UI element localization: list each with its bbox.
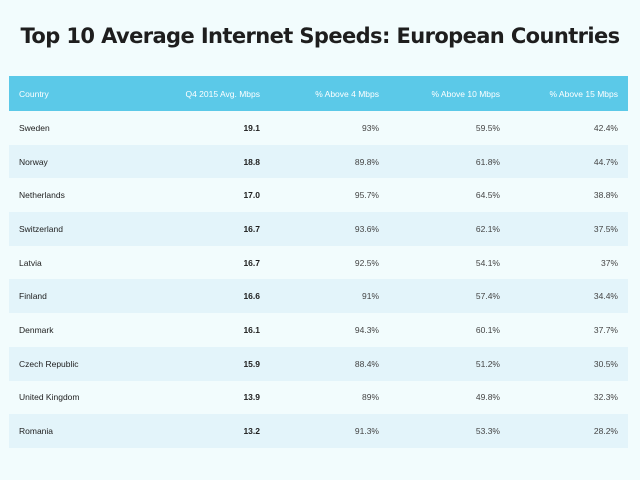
cell-avg-mbps: 17.0 (243, 190, 260, 201)
table-row: Norway 18.8 89.8% 61.8% 44.7% (9, 144, 628, 179)
cell-pct-above-15: 37% (600, 257, 618, 268)
cell-pct-above-4: 93.6% (354, 223, 379, 234)
cell-pct-above-4: 88.4% (354, 358, 379, 369)
cell-pct-above-10: 54.1% (475, 257, 500, 268)
table-row: Netherlands 17.0 95.7% 64.5% 38.8% (9, 178, 628, 213)
page-title: Top 10 Average Internet Speeds: European… (20, 24, 620, 48)
cell-avg-mbps: 18.8 (243, 156, 260, 167)
cell-pct-above-4: 93% (361, 122, 379, 133)
speeds-table-container: Country Q4 2015 Avg. Mbps % Above 4 Mbps % … (9, 76, 628, 448)
cell-pct-above-15: 44.7% (593, 156, 618, 167)
table-row: Romania 13.2 91.3% 53.3% 28.2% (9, 414, 628, 448)
cell-pct-above-15: 28.2% (593, 426, 618, 437)
cell-pct-above-10: 62.1% (475, 223, 500, 234)
table-body: Sweden 19.1 93% 59.5% 42.4% Norway 18.8 89.8% 61… (9, 111, 628, 448)
table-row: Latvia 16.7 92.5% 54.1% 37% (9, 245, 628, 280)
table-row: Switzerland 16.7 93.6% 62.1% 37.5% (9, 212, 628, 246)
column-header-country: Country (19, 88, 49, 99)
cell-country: Finland (19, 291, 47, 302)
cell-avg-mbps: 16.7 (243, 257, 260, 268)
cell-country: Netherlands (19, 190, 65, 201)
cell-avg-mbps: 15.9 (243, 358, 260, 369)
cell-country: Sweden (19, 122, 50, 133)
cell-country: Czech Republic (19, 358, 79, 369)
cell-pct-above-15: 32.3% (593, 392, 618, 403)
cell-pct-above-15: 34.4% (593, 291, 618, 302)
cell-pct-above-4: 89% (361, 392, 379, 403)
cell-country: Switzerland (19, 223, 63, 234)
cell-country: Norway (19, 156, 48, 167)
cell-country: United Kingdom (19, 392, 80, 403)
cell-pct-above-4: 91% (361, 291, 379, 302)
cell-pct-above-10: 49.8% (475, 392, 500, 403)
cell-pct-above-10: 64.5% (475, 190, 500, 201)
cell-pct-above-10: 61.8% (475, 156, 500, 167)
cell-avg-mbps: 13.2 (243, 426, 260, 437)
cell-country: Denmark (19, 324, 54, 335)
cell-avg-mbps: 16.1 (243, 324, 260, 335)
cell-avg-mbps: 13.9 (243, 392, 260, 403)
table-row: United Kingdom 13.9 89% 49.8% 32.3% (9, 380, 628, 415)
cell-country: Romania (19, 426, 54, 437)
cell-pct-above-10: 53.3% (475, 426, 500, 437)
cell-pct-above-15: 37.5% (593, 223, 618, 234)
cell-pct-above-4: 91.3% (354, 426, 379, 437)
table-row: Denmark 16.1 94.3% 60.1% 37.7% (9, 313, 628, 347)
cell-pct-above-4: 92.5% (354, 257, 379, 268)
cell-pct-above-15: 42.4% (593, 122, 618, 133)
cell-pct-above-10: 51.2% (475, 358, 500, 369)
column-header-pct-above-10: % Above 10 Mbps (431, 88, 500, 99)
cell-pct-above-15: 38.8% (593, 190, 618, 201)
cell-pct-above-10: 59.5% (475, 122, 500, 133)
header-row: Country Q4 2015 Avg. Mbps % Above 4 Mbps % … (9, 76, 628, 111)
cell-pct-above-10: 57.4% (475, 291, 500, 302)
column-header-pct-above-15: % Above 15 Mbps (549, 88, 618, 99)
cell-avg-mbps: 19.1 (243, 122, 260, 133)
table-row: Sweden 19.1 93% 59.5% 42.4% (9, 111, 628, 145)
cell-pct-above-4: 89.8% (354, 156, 379, 167)
cell-pct-above-15: 37.7% (593, 324, 618, 335)
cell-country: Latvia (19, 257, 42, 268)
cell-pct-above-10: 60.1% (475, 324, 500, 335)
cell-avg-mbps: 16.7 (243, 223, 260, 234)
table-row: Czech Republic 15.9 88.4% 51.2% 30.5% (9, 346, 628, 381)
cell-avg-mbps: 16.6 (243, 291, 260, 302)
table-header: Country Q4 2015 Avg. Mbps % Above 4 Mbps % … (9, 76, 628, 111)
cell-pct-above-4: 95.7% (354, 190, 379, 201)
cell-pct-above-15: 30.5% (593, 358, 618, 369)
column-header-pct-above-4: % Above 4 Mbps (315, 88, 379, 99)
speeds-table: Country Q4 2015 Avg. Mbps % Above 4 Mbps % … (9, 76, 628, 448)
column-header-avg-mbps: Q4 2015 Avg. Mbps (185, 88, 260, 99)
table-row: Finland 16.6 91% 57.4% 34.4% (9, 279, 628, 314)
cell-pct-above-4: 94.3% (354, 324, 379, 335)
